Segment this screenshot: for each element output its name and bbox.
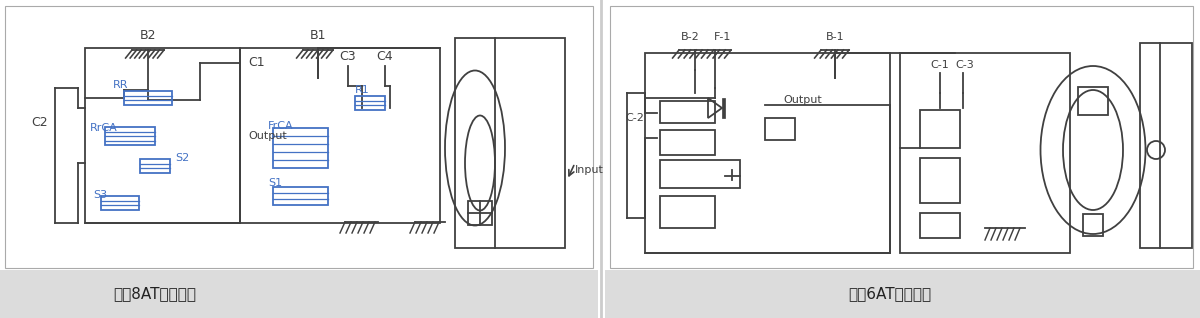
Bar	[1078, 87, 1108, 115]
Text: Output: Output	[248, 131, 287, 141]
Text: 爱信8AT传动方案: 爱信8AT传动方案	[114, 287, 197, 301]
Bar	[272, 128, 328, 168]
Text: C4: C4	[377, 50, 394, 63]
Bar	[660, 101, 715, 123]
Bar	[1084, 214, 1103, 236]
Text: S1: S1	[268, 178, 282, 188]
Bar	[920, 158, 960, 203]
Text: C2: C2	[31, 116, 48, 129]
Text: S2: S2	[175, 153, 190, 163]
Bar	[660, 160, 740, 188]
Text: B-1: B-1	[826, 32, 845, 42]
Text: C-2: C-2	[625, 113, 644, 123]
Bar	[920, 213, 960, 238]
Bar	[646, 53, 890, 253]
Bar	[766, 118, 796, 140]
Bar	[355, 96, 385, 110]
Bar	[660, 130, 715, 155]
Text: Output: Output	[784, 95, 822, 105]
Text: C-1: C-1	[931, 60, 949, 70]
Bar	[1140, 43, 1192, 248]
Bar	[5, 6, 593, 268]
Text: B2: B2	[139, 29, 156, 42]
Bar	[272, 187, 328, 205]
Bar	[610, 6, 1193, 268]
Text: C1: C1	[248, 57, 265, 70]
Bar	[240, 48, 440, 223]
Bar	[900, 53, 1070, 253]
Text: B-2: B-2	[680, 32, 700, 42]
Text: R1: R1	[355, 85, 370, 95]
Bar	[468, 201, 492, 225]
Text: C-3: C-3	[955, 60, 974, 70]
Text: FrCA: FrCA	[268, 121, 294, 131]
Text: RR: RR	[113, 80, 128, 90]
Text: B1: B1	[310, 29, 326, 42]
Bar	[605, 270, 1200, 318]
Bar	[920, 110, 960, 148]
Text: S3: S3	[94, 190, 107, 200]
Bar	[101, 196, 139, 210]
Bar	[124, 91, 172, 105]
Bar	[85, 48, 240, 223]
Bar	[0, 270, 598, 318]
Bar	[106, 127, 155, 145]
Text: RrCA: RrCA	[90, 123, 118, 133]
Text: Input: Input	[575, 165, 604, 175]
Text: 爱信6AT传动方案: 爱信6AT传动方案	[848, 287, 931, 301]
Bar	[722, 98, 725, 118]
Bar	[660, 196, 715, 228]
Text: C3: C3	[340, 50, 356, 63]
Bar	[455, 38, 565, 248]
Bar	[140, 159, 170, 173]
Text: F-1: F-1	[714, 32, 732, 42]
